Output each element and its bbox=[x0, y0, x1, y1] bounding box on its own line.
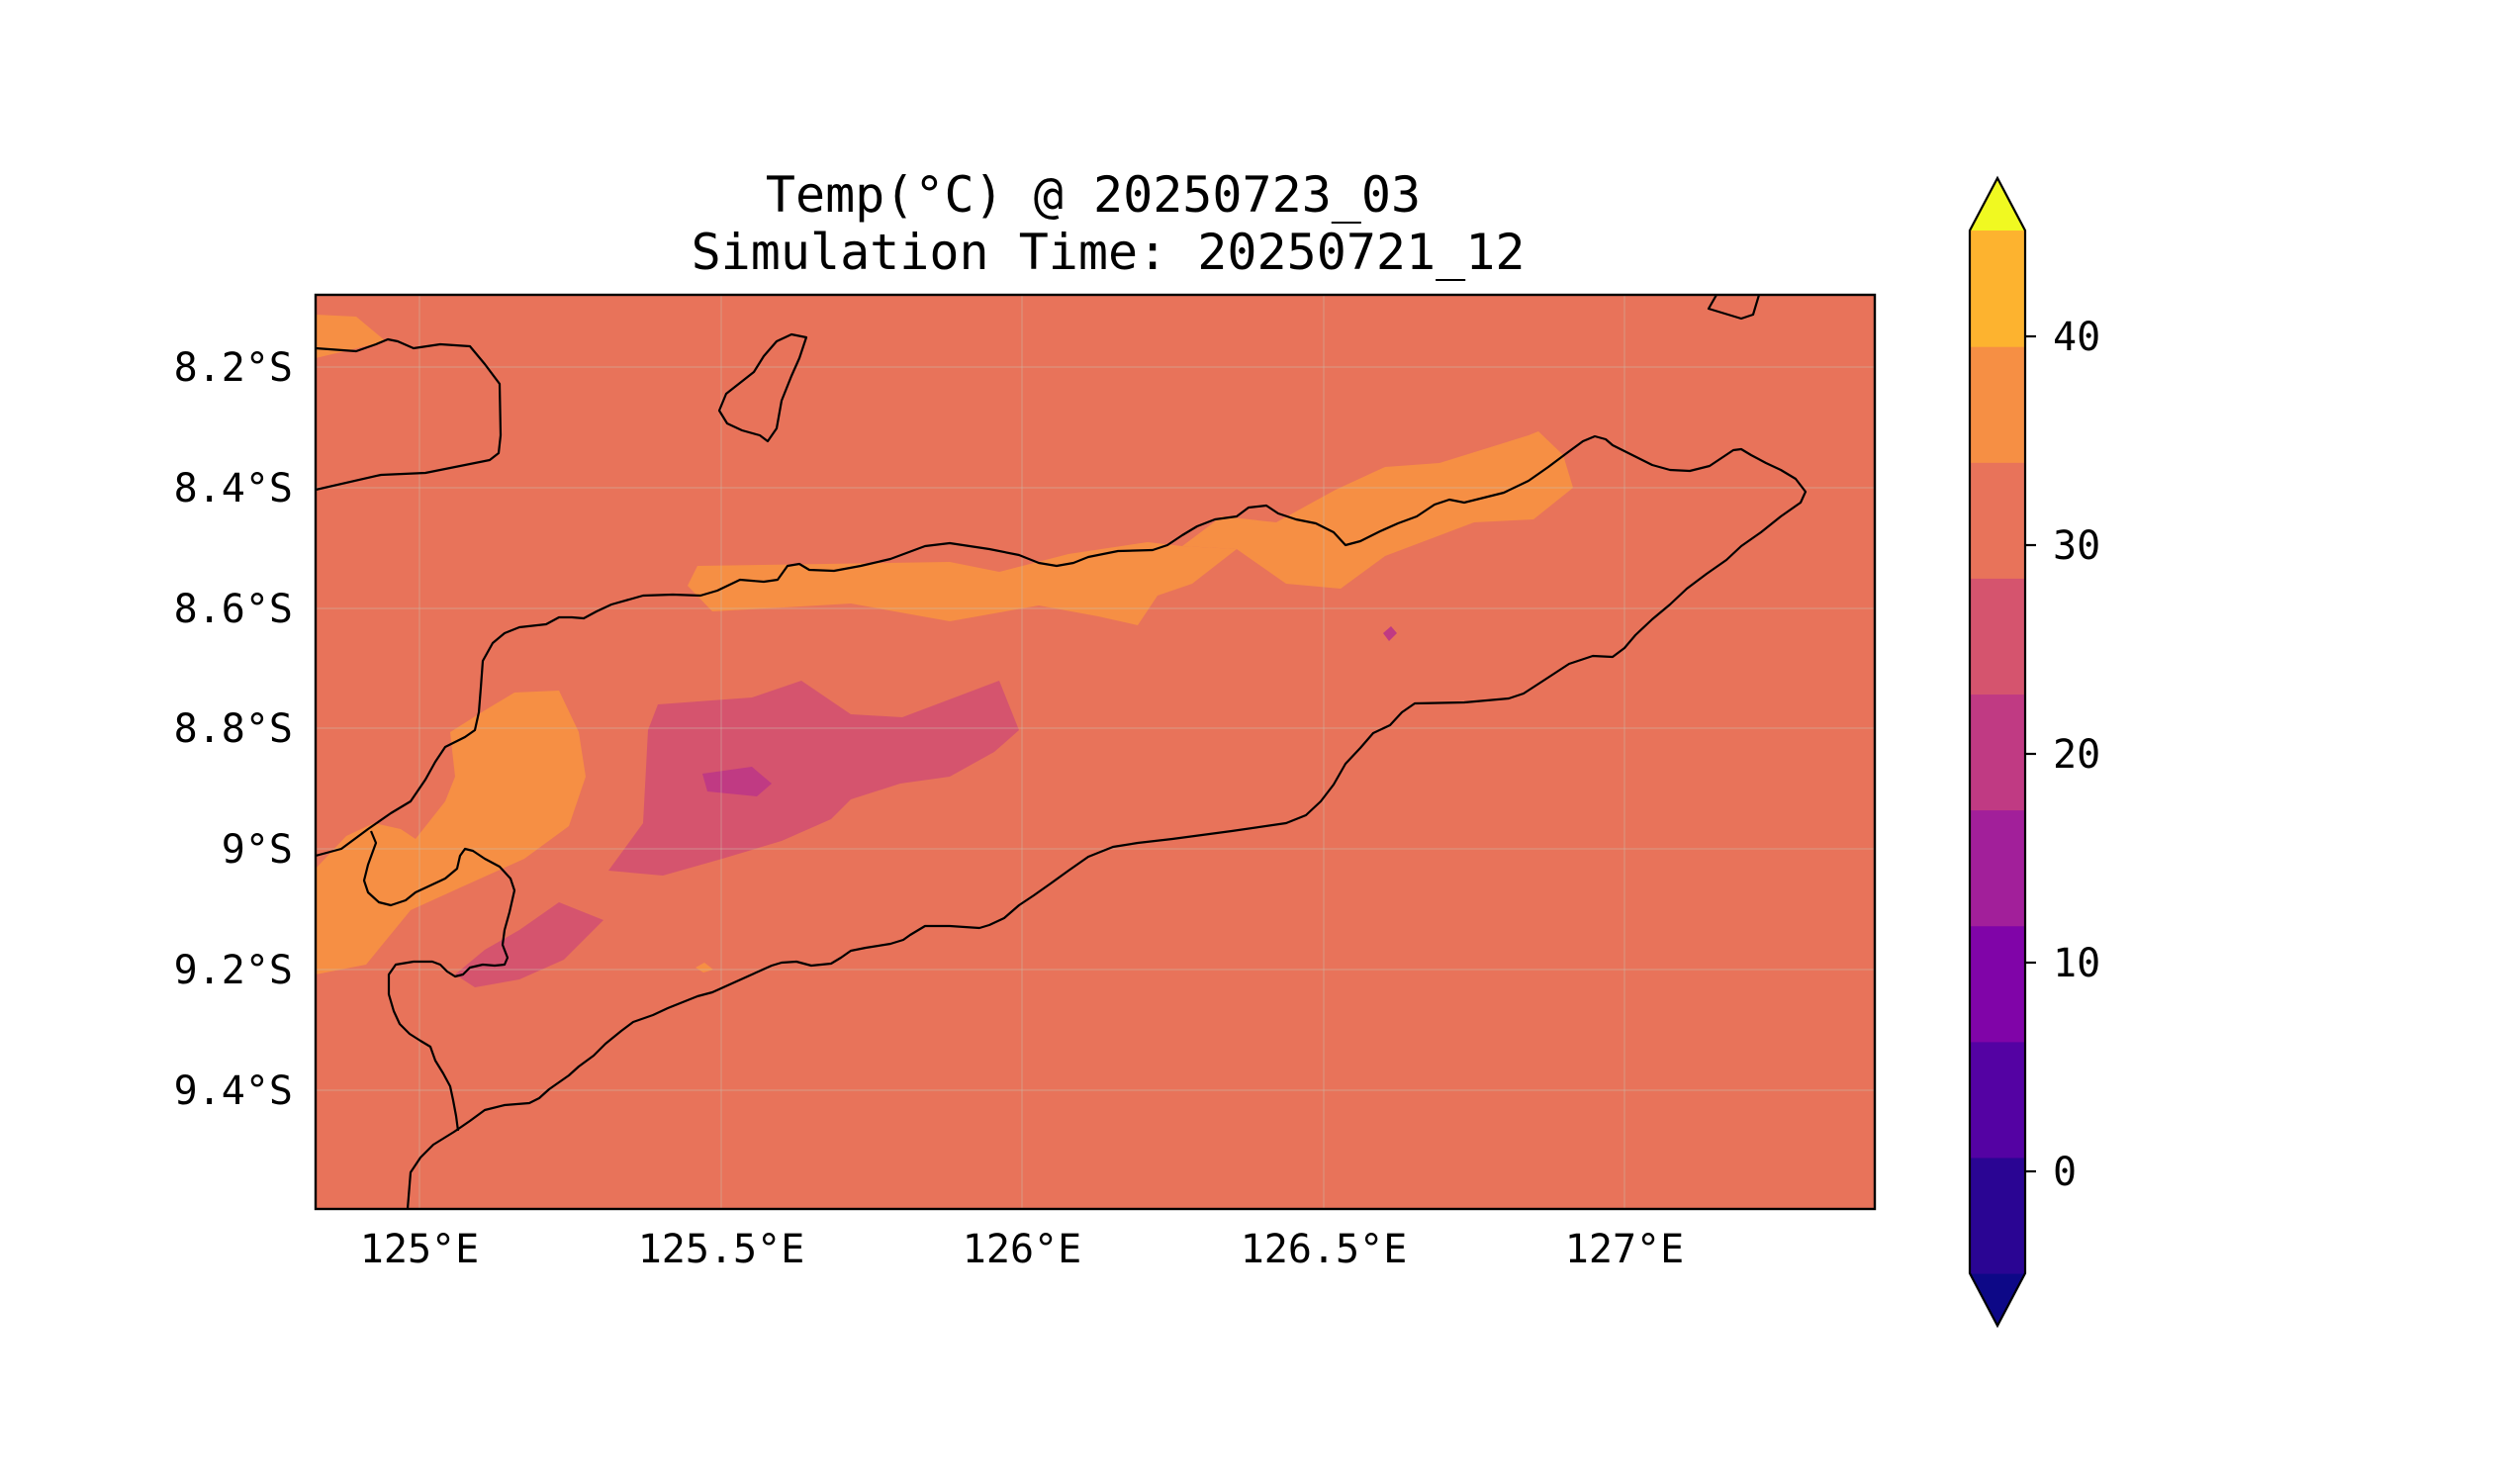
temp-region-35-40-dot bbox=[696, 963, 713, 973]
colorbar-bin bbox=[1970, 462, 2025, 579]
colorbar-tick-label: 0 bbox=[2053, 1150, 2077, 1195]
colorbar-extend-low bbox=[1970, 1273, 2025, 1326]
lat-tick-label: 8.6°S bbox=[174, 587, 293, 632]
coastline-main-island bbox=[316, 434, 1808, 1209]
temp-region-15-20-core bbox=[702, 767, 772, 796]
temp-region-35-40 bbox=[316, 315, 386, 358]
coastline-small-island bbox=[717, 332, 808, 443]
lat-tick-label: 9.4°S bbox=[174, 1068, 293, 1114]
colorbar-bin bbox=[1970, 809, 2025, 927]
colorbar: 40 30 20 10 0 bbox=[1968, 175, 2100, 1329]
colorbar-bin bbox=[1970, 925, 2025, 1043]
coastline-northwest-island bbox=[316, 337, 503, 492]
colorbar-segments bbox=[1970, 178, 2025, 1326]
gridlines bbox=[316, 295, 1875, 1209]
lat-axis: 8.2°S 8.4°S 8.6°S 8.8°S 9°S 9.2°S 9.4°S bbox=[174, 345, 293, 1114]
colorbar-bin bbox=[1970, 1041, 2025, 1159]
lat-tick-label: 8.8°S bbox=[174, 706, 293, 752]
lat-tick-label: 8.4°S bbox=[174, 466, 293, 511]
colorbar-extend-high bbox=[1970, 178, 2025, 231]
coastlines bbox=[316, 295, 1808, 1209]
colorbar-bin bbox=[1970, 578, 2025, 696]
colorbar-outline bbox=[1968, 175, 2027, 1329]
colorbar-bin bbox=[1970, 1157, 2025, 1274]
lon-tick-label: 127°E bbox=[1565, 1227, 1684, 1272]
lon-tick-label: 126°E bbox=[963, 1227, 1081, 1272]
colorbar-tick-label: 30 bbox=[2053, 523, 2100, 569]
lon-axis: 125°E 125.5°E 126°E 126.5°E 127°E bbox=[360, 1227, 1684, 1272]
colorbar-bin bbox=[1970, 231, 2025, 347]
colorbar-tick-label: 40 bbox=[2053, 315, 2100, 360]
lat-tick-label: 8.2°S bbox=[174, 345, 293, 391]
chart-title-line1: Temp(°C) @ 20250723_03 bbox=[766, 166, 1421, 224]
temp-region-20-25-central bbox=[608, 681, 1019, 876]
chart-title-line2: Simulation Time: 20250721_12 bbox=[692, 224, 1526, 281]
lon-tick-label: 126.5°E bbox=[1241, 1227, 1408, 1272]
lon-tick-label: 125.5°E bbox=[638, 1227, 805, 1272]
colorbar-bin bbox=[1970, 694, 2025, 811]
coastline-northeast-islet bbox=[1707, 295, 1761, 321]
coastline-west-timor bbox=[362, 830, 516, 1132]
map-panel bbox=[316, 295, 1875, 1209]
map-frame bbox=[314, 293, 1877, 1211]
temp-region-30-35-north bbox=[688, 542, 1237, 625]
lon-tick-label: 125°E bbox=[360, 1227, 479, 1272]
lat-tick-label: 9.2°S bbox=[174, 948, 293, 993]
colorbar-bin bbox=[1970, 346, 2025, 463]
colorbar-ticks bbox=[2025, 334, 2036, 1173]
colorbar-tick-label: 20 bbox=[2053, 732, 2100, 778]
colorbar-tick-label: 10 bbox=[2053, 941, 2100, 986]
lat-tick-label: 9°S bbox=[222, 827, 293, 873]
temp-region-15-20-dot bbox=[1383, 626, 1397, 641]
temp-region-30-35-northeast bbox=[1182, 431, 1573, 589]
